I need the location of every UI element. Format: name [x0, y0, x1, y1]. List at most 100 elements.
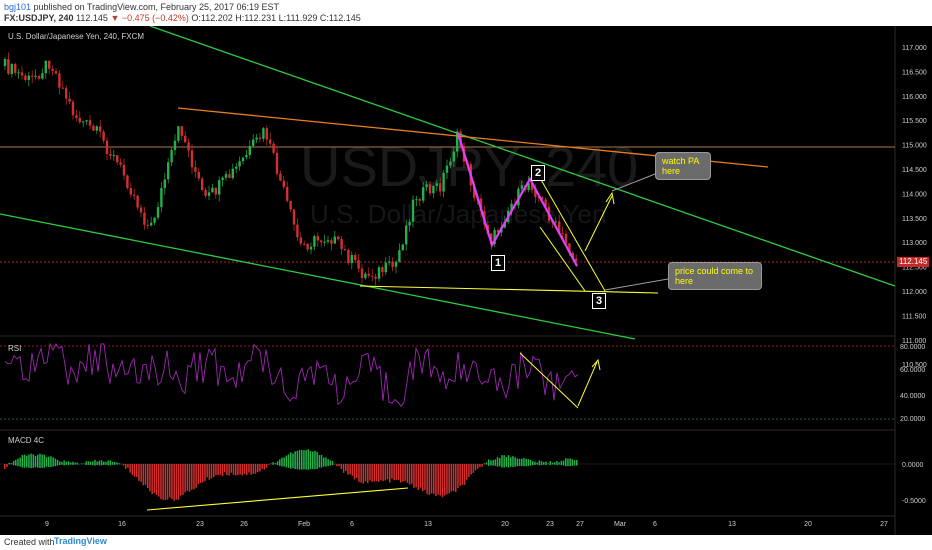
tradingview-logo[interactable]: TradingView [54, 536, 107, 546]
lower-channel-line[interactable] [0, 213, 636, 340]
candle-body [146, 224, 149, 226]
candle-body [58, 73, 61, 88]
macd-bar [28, 454, 30, 468]
time-axis-tick: 27 [880, 521, 888, 528]
macd-bar [510, 457, 512, 467]
macd-bar [246, 464, 248, 476]
projection-line-b[interactable] [539, 177, 606, 292]
candle-body [415, 199, 418, 201]
macd-bar [404, 464, 406, 481]
macd-bar [224, 464, 226, 473]
price-axis-tick: 114.000 [902, 191, 927, 198]
macd-bar [543, 462, 545, 465]
macd-bar [254, 464, 257, 474]
macd-bar [507, 455, 510, 468]
rsi-up-arrow[interactable] [577, 361, 598, 407]
macd-bar [122, 464, 125, 466]
candle-body [405, 225, 408, 245]
macd-bar [461, 464, 464, 485]
macd-bar [287, 454, 290, 468]
candle-body [374, 276, 377, 279]
macd-bar [307, 449, 310, 470]
candlestick-series [3, 52, 578, 286]
candle-body [153, 217, 156, 223]
macd-bar [496, 457, 499, 467]
ohlc-values: O:112.202 H:112.231 L:111.929 C:112.145 [191, 13, 361, 23]
macd-bar [565, 458, 567, 467]
macd-bar [470, 464, 472, 475]
macd-bar [408, 464, 411, 485]
macd-bar [177, 464, 180, 500]
note-price-target[interactable]: price could come to here [668, 262, 762, 290]
macd-bar [523, 458, 525, 467]
rsi-axis-tick: 60.0000 [900, 367, 925, 374]
macd-bar [285, 455, 288, 468]
macd-bar [34, 455, 37, 468]
axis-labels: 117.000 116.500 116.000 115.500 115.000 114.5… [45, 45, 927, 528]
macd-bar [23, 454, 26, 468]
candle-body [279, 173, 282, 181]
macd-bar [556, 461, 558, 466]
macd-bar [37, 454, 39, 468]
macd-bar [290, 452, 292, 469]
macd-bar [149, 464, 151, 492]
macd-bar [171, 464, 173, 500]
candle-body [126, 175, 129, 189]
macd-bar [228, 464, 230, 476]
price-axis-tick: 116.000 [902, 94, 927, 101]
watermark-name: U.S. Dollar/Japanese Yen [310, 199, 606, 229]
macd-bar [371, 464, 373, 482]
candle-body [391, 261, 394, 267]
price-axis-tick: 115.000 [902, 143, 927, 150]
macd-bar [386, 464, 389, 480]
chart-area[interactable]: USDJPY, 240 U.S. Dollar/Japanese Yen 117 [0, 26, 932, 535]
macd-bar [435, 464, 437, 497]
macd-bar [199, 464, 202, 484]
candle-body [54, 71, 58, 74]
support-line[interactable] [359, 285, 659, 294]
up-arrow-line[interactable] [584, 195, 613, 252]
macd-bar [50, 456, 52, 468]
macd-bar [474, 464, 477, 471]
macd-bar [237, 464, 239, 476]
macd-bar [547, 463, 549, 465]
candle-body [170, 150, 173, 163]
macd-bar [17, 458, 19, 467]
macd-bar [529, 459, 532, 466]
candle-body [262, 128, 265, 139]
macd-bar [375, 464, 378, 482]
macd-bar [15, 459, 17, 466]
macd-bar [59, 461, 61, 466]
macd-bar [318, 455, 321, 468]
candle-body [303, 243, 306, 245]
candle-body [269, 139, 272, 144]
author-link[interactable]: bgj101 [4, 2, 32, 12]
candle-body [31, 75, 34, 77]
abc-pattern-line[interactable] [456, 132, 578, 267]
macd-trendline[interactable] [146, 487, 409, 511]
price-axis-tick: 112.000 [902, 289, 927, 296]
macd-bar [188, 464, 191, 492]
macd-bar [527, 459, 530, 466]
macd-bar [439, 464, 442, 496]
upper-channel-line[interactable] [149, 26, 896, 287]
macd-bar [296, 450, 299, 470]
rsi-trendline[interactable] [519, 352, 579, 409]
candle-body [282, 180, 285, 188]
candle-body [313, 236, 316, 247]
price-axis-tick: 117.000 [902, 45, 927, 52]
macd-bar [169, 464, 171, 498]
macd-axis-tick: -0.5000 [902, 498, 926, 505]
candle-body [258, 137, 262, 139]
macd-bar [219, 464, 222, 475]
candle-body [418, 199, 421, 201]
note-watch-pa[interactable]: watch PA here [655, 152, 711, 180]
chart-title: U.S. Dollar/Japanese Yen, 240, FXCM [8, 32, 145, 41]
macd-bar [349, 464, 351, 475]
macd-bar [272, 462, 274, 465]
macd-bar [305, 450, 307, 470]
candle-body [41, 73, 44, 79]
candle-body [207, 192, 211, 196]
projection-line-a[interactable] [539, 226, 586, 292]
macd-bar [125, 464, 127, 469]
